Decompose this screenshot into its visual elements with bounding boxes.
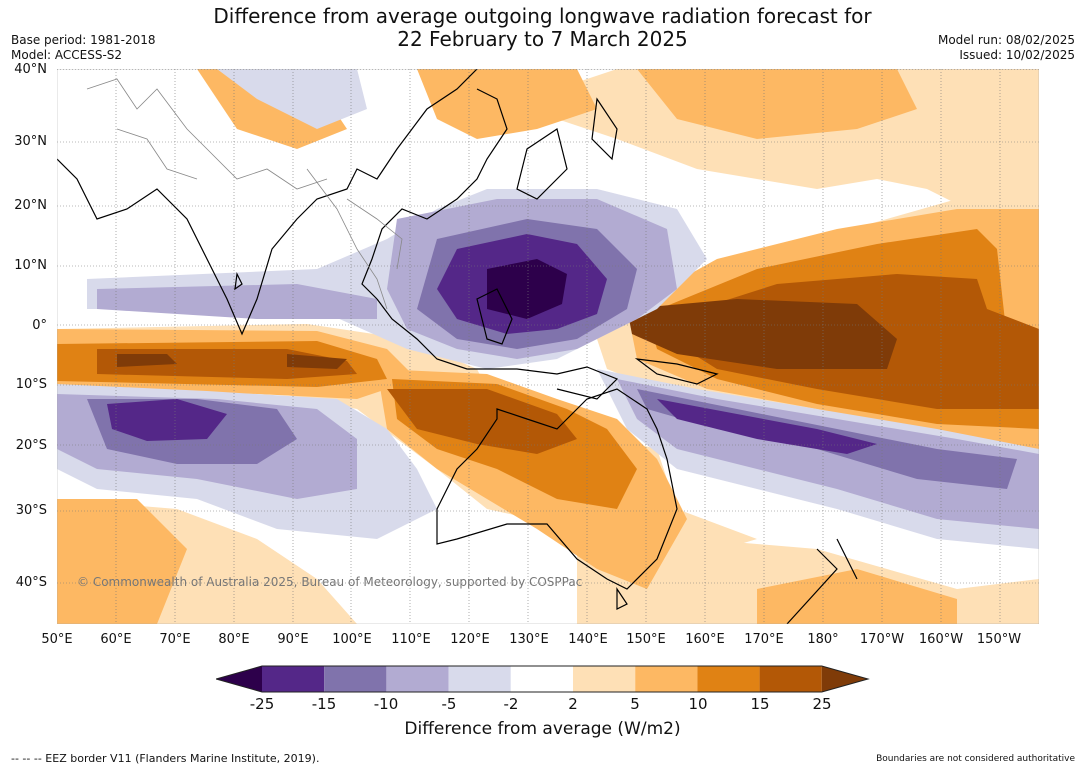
lon-label-160w: 160°W (918, 632, 964, 647)
lat-label-10s: 10°S (15, 377, 47, 392)
meta-right: Model run: 08/02/2025 Issued: 10/02/2025 (938, 33, 1075, 63)
colorbar-title: Difference from average (W/m2) (404, 719, 681, 739)
colorbar-bin-3 (386, 666, 449, 692)
title-line-2: 22 February to 7 March 2025 (397, 27, 688, 51)
lon-label-150w: 150°W (976, 632, 1022, 647)
lat-label-30s: 30°S (15, 503, 47, 518)
lon-label-80e: 80°E (218, 632, 250, 647)
lon-label-100e: 100°E (332, 632, 372, 647)
meta-left: Base period: 1981-2018 Model: ACCESS-S2 (11, 33, 156, 63)
lat-label-40s: 40°S (15, 575, 47, 590)
colorbar-bin-4 (448, 666, 511, 692)
anomaly-field (57, 69, 1039, 624)
colorbar-label-4: -5 (441, 695, 457, 713)
colorbar-label-3: -10 (373, 695, 399, 713)
lon-label-60e: 60°E (100, 632, 132, 647)
model-run: Model run: 08/02/2025 (937, 33, 1075, 47)
lat-label-30n: 30°N (14, 134, 47, 149)
graticule (57, 69, 1039, 624)
title-line-1: Difference from average outgoing longwav… (213, 4, 872, 28)
lat-label-0: 0° (32, 318, 47, 333)
lon-label-140e: 140°E (568, 632, 608, 647)
colorbar-label-10: 25 (812, 695, 832, 713)
lon-label-170w: 170°W (859, 632, 905, 647)
map-title: Difference from average outgoing longwav… (0, 5, 1085, 51)
colorbar-bin-2 (324, 666, 387, 692)
colorbar-label-7: 5 (630, 695, 640, 713)
lat-label-10n: 10°N (14, 258, 47, 273)
colorbar (216, 665, 870, 693)
lon-label-180: 180° (807, 632, 839, 647)
country-borders (86, 78, 403, 310)
lon-label-110e: 110°E (391, 632, 431, 647)
colorbar-bin-1 (262, 666, 325, 692)
colorbar-label-2: -15 (311, 695, 337, 713)
copyright-text: © Commonwealth of Australia 2025, Bureau… (77, 575, 582, 589)
colorbar-label-9: 15 (750, 695, 770, 713)
issued-date: Issued: 10/02/2025 (959, 48, 1075, 62)
colorbar-bin-7 (635, 666, 698, 692)
colorbar-bin-6 (573, 666, 636, 692)
lon-label-50e: 50°E (41, 632, 73, 647)
boundaries-disclaimer: Boundaries are not considered authoritat… (876, 754, 1075, 764)
colorbar-label-6: 2 (568, 695, 578, 713)
base-period: Base period: 1981-2018 (11, 33, 156, 47)
colorbar-bin-9 (759, 666, 822, 692)
colorbar-arrow-high (821, 666, 868, 692)
lon-label-160e: 160°E (685, 632, 725, 647)
colorbar-label-5: -2 (503, 695, 519, 713)
lat-label-20s: 20°S (15, 438, 47, 453)
colorbar-label-1: -25 (249, 695, 275, 713)
coastlines (57, 69, 858, 624)
olr-anomaly-map: © Commonwealth of Australia 2025, Bureau… (57, 69, 1039, 624)
colorbar-arrow-low (216, 666, 262, 692)
lon-label-170e: 170°E (744, 632, 784, 647)
colorbar-bin-5 (510, 666, 573, 692)
lon-label-120e: 120°E (450, 632, 490, 647)
lon-label-130e: 130°E (509, 632, 549, 647)
eez-border-note: -- -- -- EEZ border V11 (Flanders Marine… (11, 752, 320, 765)
lon-label-150e: 150°E (626, 632, 666, 647)
colorbar-bin-8 (697, 666, 760, 692)
model-name: Model: ACCESS-S2 (11, 48, 123, 62)
lat-label-40n: 40°N (14, 62, 47, 77)
lat-label-20n: 20°N (14, 198, 47, 213)
lon-label-90e: 90°E (277, 632, 309, 647)
lon-label-70e: 70°E (159, 632, 191, 647)
colorbar-label-8: 10 (688, 695, 708, 713)
